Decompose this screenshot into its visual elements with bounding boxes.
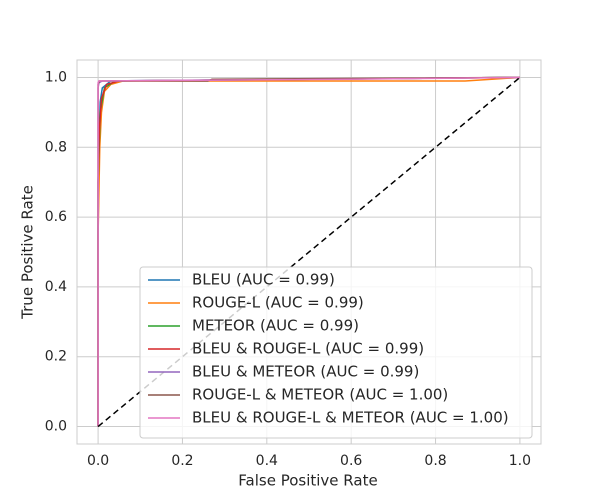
y-tick-label: 0.8	[45, 139, 67, 155]
legend-label: BLEU & ROUGE-L (AUC = 0.99)	[192, 340, 424, 358]
legend-label: BLEU (AUC = 0.99)	[192, 271, 335, 289]
legend-label: ROUGE-L (AUC = 0.99)	[192, 294, 364, 312]
x-tick-label: 0.0	[87, 453, 109, 469]
legend-label: BLEU & ROUGE-L & METEOR (AUC = 1.00)	[192, 409, 509, 427]
legend-label: METEOR (AUC = 0.99)	[192, 317, 359, 335]
legend-box	[139, 266, 533, 439]
x-axis-label: False Positive Rate	[238, 472, 377, 490]
y-tick-label: 0.6	[45, 209, 67, 225]
legend-label: BLEU & METEOR (AUC = 0.99)	[192, 363, 419, 381]
legend-label: ROUGE-L & METEOR (AUC = 1.00)	[192, 386, 448, 404]
plot-frame	[76, 59, 542, 445]
x-tick-label: 0.2	[171, 453, 193, 469]
y-tick-label: 0.0	[45, 419, 67, 435]
y-tick-label: 0.4	[45, 279, 67, 295]
y-axis-label: True Positive Rate	[19, 185, 37, 320]
y-tick-label: 1.0	[45, 69, 67, 85]
x-tick-label: 0.6	[340, 453, 362, 469]
x-tick-label: 0.8	[424, 453, 446, 469]
x-tick-label: 0.4	[256, 453, 278, 469]
x-tick-label: 1.0	[509, 453, 531, 469]
roc-line	[97, 76, 520, 427]
y-tick-label: 0.2	[45, 349, 67, 365]
